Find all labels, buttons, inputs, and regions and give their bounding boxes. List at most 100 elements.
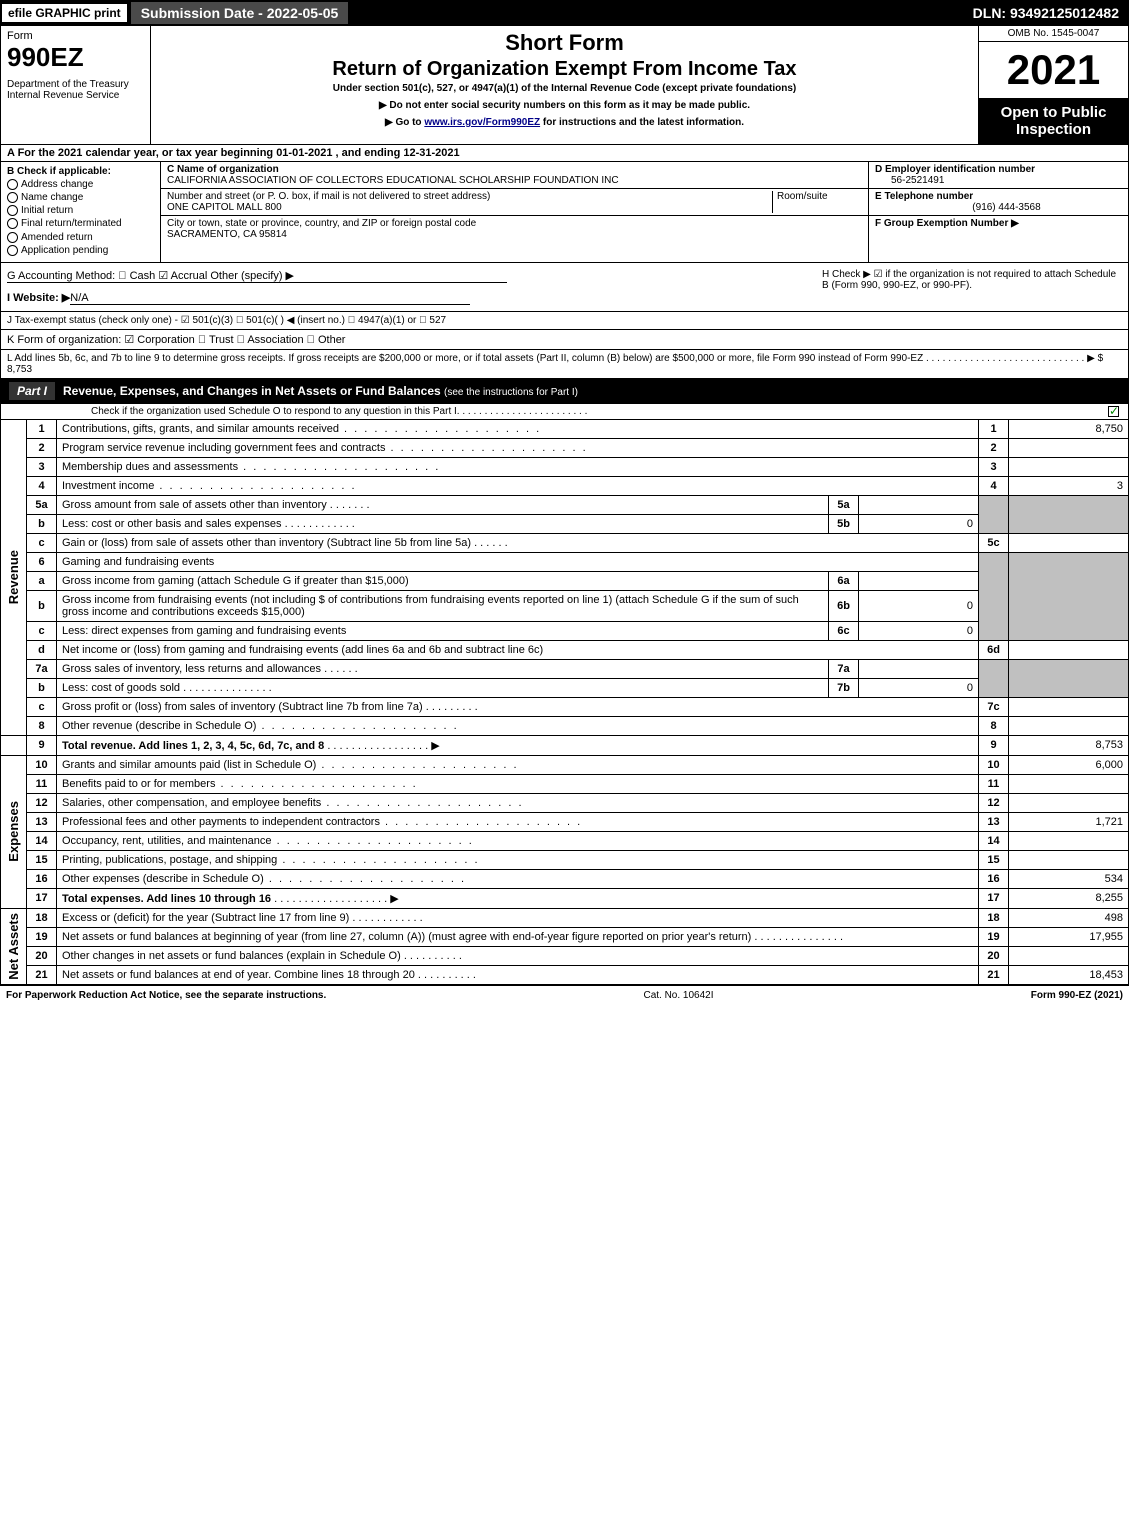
header-left: Form 990EZ Department of the Treasury In… xyxy=(1,26,151,144)
line-6c: cLess: direct expenses from gaming and f… xyxy=(1,621,1129,640)
note2-pre: ▶ Go to xyxy=(385,117,424,128)
line-13: 13Professional fees and other payments t… xyxy=(1,812,1129,831)
form-title: Return of Organization Exempt From Incom… xyxy=(159,58,970,81)
section-c: C Name of organization CALIFORNIA ASSOCI… xyxy=(161,162,868,262)
line-4: 4Investment income43 xyxy=(1,476,1129,495)
part1-note: (see the instructions for Part I) xyxy=(444,387,578,398)
top-bar: efile GRAPHIC print Submission Date - 20… xyxy=(0,0,1129,26)
room-suite-label: Room/suite xyxy=(772,191,862,213)
dept-label: Department of the Treasury Internal Reve… xyxy=(7,79,144,101)
tax-year: 2021 xyxy=(979,42,1128,98)
line-21: 21Net assets or fund balances at end of … xyxy=(1,965,1129,984)
line-5c: cGain or (loss) from sale of assets othe… xyxy=(1,533,1129,552)
line-6b: bGross income from fundraising events (n… xyxy=(1,590,1129,621)
line-9: 9Total revenue. Add lines 1, 2, 3, 4, 5c… xyxy=(1,735,1129,755)
part1-header: Part I Revenue, Expenses, and Changes in… xyxy=(0,379,1129,404)
phone-label: E Telephone number xyxy=(875,191,973,202)
line-10: Expenses 10Grants and similar amounts pa… xyxy=(1,755,1129,774)
section-de: D Employer identification number 56-2521… xyxy=(868,162,1128,262)
line-7a: 7aGross sales of inventory, less returns… xyxy=(1,659,1129,678)
section-a-text: A For the 2021 calendar year, or tax yea… xyxy=(7,147,460,159)
section-j: J Tax-exempt status (check only one) - ☑… xyxy=(0,312,1129,330)
line-6: 6Gaming and fundraising events xyxy=(1,552,1129,571)
org-name: CALIFORNIA ASSOCIATION OF COLLECTORS EDU… xyxy=(167,175,862,186)
header-right: OMB No. 1545-0047 2021 Open to Public In… xyxy=(978,26,1128,144)
city-label: City or town, state or province, country… xyxy=(167,218,862,229)
header-center: Short Form Return of Organization Exempt… xyxy=(151,26,978,144)
group-exemption-row: F Group Exemption Number ▶ xyxy=(869,216,1128,231)
street-value: ONE CAPITOL MALL 800 xyxy=(167,202,772,213)
opt-name-change[interactable]: Name change xyxy=(7,192,154,203)
ein-value: 56-2521491 xyxy=(875,175,1122,186)
part1-check-row: Check if the organization used Schedule … xyxy=(0,404,1129,420)
opt-application-pending[interactable]: Application pending xyxy=(7,245,154,256)
omb-number: OMB No. 1545-0047 xyxy=(979,26,1128,42)
org-name-label: C Name of organization xyxy=(167,164,279,175)
note-link: ▶ Go to www.irs.gov/Form990EZ for instru… xyxy=(159,117,970,128)
lines-table: Revenue 1 Contributions, gifts, grants, … xyxy=(0,420,1129,985)
page-footer: For Paperwork Reduction Act Notice, see … xyxy=(0,985,1129,1005)
phone-value: (916) 444-3568 xyxy=(875,202,1122,213)
city-row: City or town, state or province, country… xyxy=(161,216,868,242)
open-public: Open to Public Inspection xyxy=(979,98,1128,144)
form-header: Form 990EZ Department of the Treasury In… xyxy=(0,26,1129,145)
part1-checkbox[interactable] xyxy=(1108,406,1119,417)
opt-final-return[interactable]: Final return/terminated xyxy=(7,218,154,229)
line-20: 20Other changes in net assets or fund ba… xyxy=(1,946,1129,965)
footer-right: Form 990-EZ (2021) xyxy=(1031,990,1123,1001)
section-h: H Check ▶ ☑ if the organization is not r… xyxy=(822,269,1122,305)
line-6d: dNet income or (loss) from gaming and fu… xyxy=(1,640,1129,659)
line-3: 3Membership dues and assessments3 xyxy=(1,457,1129,476)
section-k: K Form of organization: ☑ Corporation ⃝ … xyxy=(0,330,1129,350)
form-subtitle: Under section 501(c), 527, or 4947(a)(1)… xyxy=(159,83,970,94)
line-15: 15Printing, publications, postage, and s… xyxy=(1,850,1129,869)
line-6a: aGross income from gaming (attach Schedu… xyxy=(1,571,1129,590)
note-ssn: ▶ Do not enter social security numbers o… xyxy=(159,100,970,111)
section-bc: B Check if applicable: Address change Na… xyxy=(0,162,1129,263)
line-16: 16Other expenses (describe in Schedule O… xyxy=(1,869,1129,888)
opt-initial-return[interactable]: Initial return xyxy=(7,205,154,216)
netassets-side-label: Net Assets xyxy=(1,908,27,984)
line-2: 2Program service revenue including gover… xyxy=(1,438,1129,457)
part1-check-text: Check if the organization used Schedule … xyxy=(91,406,457,417)
opt-address-change[interactable]: Address change xyxy=(7,179,154,190)
group-exemption-label: F Group Exemption Number ▶ xyxy=(875,218,1019,229)
expenses-side-label: Expenses xyxy=(1,755,27,908)
section-a: A For the 2021 calendar year, or tax yea… xyxy=(0,145,1129,162)
line-8: 8Other revenue (describe in Schedule O)8 xyxy=(1,716,1129,735)
org-name-row: C Name of organization CALIFORNIA ASSOCI… xyxy=(161,162,868,189)
section-gh: G Accounting Method: ⃝ Cash ☑ Accrual Ot… xyxy=(0,263,1129,312)
footer-left: For Paperwork Reduction Act Notice, see … xyxy=(6,990,326,1001)
line-1: Revenue 1 Contributions, gifts, grants, … xyxy=(1,420,1129,439)
revenue-side-label: Revenue xyxy=(1,420,27,736)
short-form-title: Short Form xyxy=(159,30,970,56)
dln: DLN: 93492125012482 xyxy=(965,3,1127,23)
line-5b: bLess: cost or other basis and sales exp… xyxy=(1,514,1129,533)
line-11: 11Benefits paid to or for members11 xyxy=(1,774,1129,793)
website-label: I Website: ▶ xyxy=(7,292,70,304)
ein-label: D Employer identification number xyxy=(875,164,1035,175)
note2-post: for instructions and the latest informat… xyxy=(540,117,744,128)
line-7c: cGross profit or (loss) from sales of in… xyxy=(1,697,1129,716)
opt-amended-return[interactable]: Amended return xyxy=(7,232,154,243)
line-7b: bLess: cost of goods sold . . . . . . . … xyxy=(1,678,1129,697)
form-label: Form xyxy=(7,30,144,42)
line-18: Net Assets 18Excess or (deficit) for the… xyxy=(1,908,1129,927)
line-17: 17Total expenses. Add lines 10 through 1… xyxy=(1,888,1129,908)
accounting-method: G Accounting Method: ⃝ Cash ☑ Accrual Ot… xyxy=(7,269,507,283)
irs-link[interactable]: www.irs.gov/Form990EZ xyxy=(424,117,540,128)
street-label: Number and street (or P. O. box, if mail… xyxy=(167,191,772,202)
efile-label: efile GRAPHIC print xyxy=(2,4,127,22)
section-b-header: B Check if applicable: xyxy=(7,166,154,177)
ein-row: D Employer identification number 56-2521… xyxy=(869,162,1128,189)
section-g: G Accounting Method: ⃝ Cash ☑ Accrual Ot… xyxy=(7,269,822,305)
website-value: N/A xyxy=(70,292,470,305)
line-12: 12Salaries, other compensation, and empl… xyxy=(1,793,1129,812)
submission-date: Submission Date - 2022-05-05 xyxy=(131,2,349,24)
section-b: B Check if applicable: Address change Na… xyxy=(1,162,161,262)
phone-row: E Telephone number (916) 444-3568 xyxy=(869,189,1128,216)
line-5a: 5aGross amount from sale of assets other… xyxy=(1,495,1129,514)
part1-label: Part I xyxy=(9,382,55,400)
footer-mid: Cat. No. 10642I xyxy=(326,990,1030,1001)
line-14: 14Occupancy, rent, utilities, and mainte… xyxy=(1,831,1129,850)
